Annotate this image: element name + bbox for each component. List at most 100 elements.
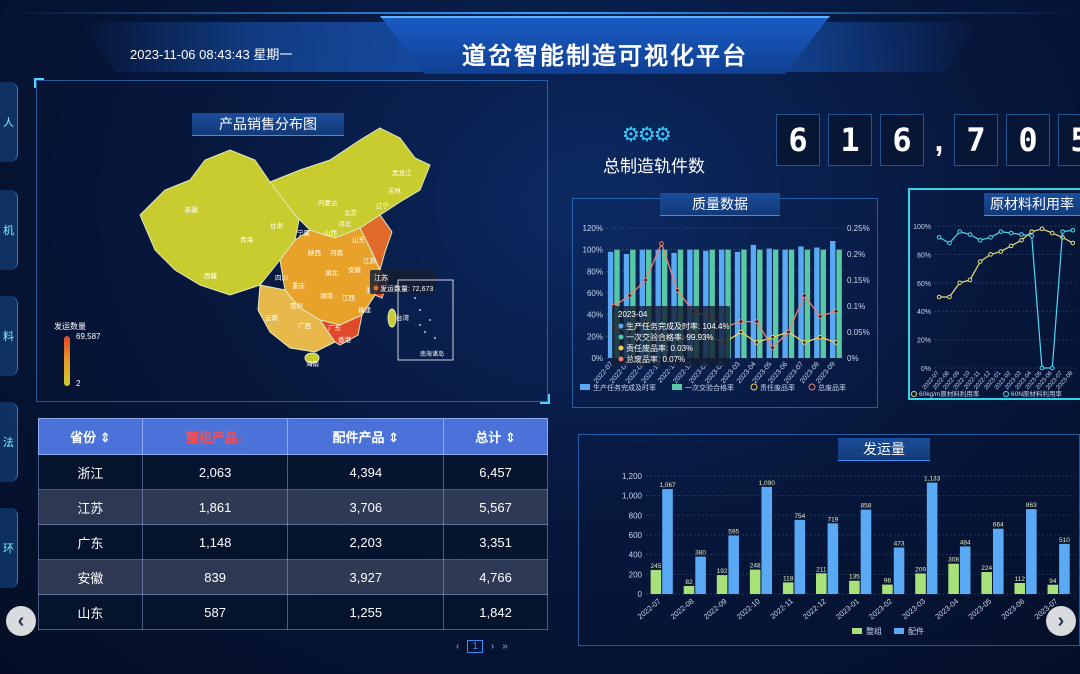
table-row[interactable]: 浙江 2,063 4,394 6,457: [38, 454, 548, 490]
quality-bar: [646, 249, 652, 358]
quality-y-left-tick: 80%: [587, 267, 603, 276]
map-legend-max: 69,587: [76, 332, 101, 341]
table-row[interactable]: 江苏 1,861 3,706 5,567: [38, 489, 548, 525]
quality-point: [833, 340, 839, 345]
quality-point: [770, 345, 775, 350]
cell-parts: 1,255: [287, 594, 445, 630]
quality-tooltip-line: 生产任务完成及时率: 104.4%: [626, 321, 730, 331]
quality-point: [770, 334, 775, 340]
shipment-x-tick: 2023-02: [867, 597, 894, 622]
pager-next-icon[interactable]: ›: [490, 641, 495, 652]
header-title-plate: [380, 16, 830, 74]
map-panel: [36, 80, 548, 402]
pager-current-page[interactable]: 1: [467, 640, 483, 653]
shipment-data-label: 1,133: [924, 476, 941, 483]
quality-y-right-tick: 0.05%: [847, 328, 870, 337]
shipment-bar: [716, 575, 728, 594]
shipment-chart[interactable]: 0 200 400 600 800 1,000 1,200 245 1,067 82 380 192…: [596, 462, 1080, 644]
province-label: 陕西: [308, 248, 322, 257]
cell-province: 山东: [38, 594, 143, 630]
quality-bar: [677, 249, 684, 358]
col-header-complete-sets[interactable]: 整组产品↓: [141, 418, 289, 455]
quality-bar: [734, 251, 741, 358]
side-tab-method[interactable]: 法: [0, 402, 18, 482]
quality-bar: [687, 249, 693, 358]
cell-parts: 3,927: [287, 559, 445, 595]
material-point: [1060, 229, 1065, 234]
shipment-bar: [827, 523, 839, 594]
shipment-data-label: 754: [794, 513, 805, 520]
quality-legend-item: 总废品率: [818, 383, 846, 392]
material-point: [1029, 233, 1035, 239]
prev-page-icon[interactable]: ‹: [6, 606, 36, 636]
shipment-data-label: 96: [884, 578, 892, 585]
shipment-y-tick: 400: [629, 551, 643, 560]
quality-chart[interactable]: 0%20%40%60%80%100%120% 0%0.05%0.1%0.15%0…: [576, 218, 876, 404]
counter-label: 总制造轨件数: [603, 157, 705, 176]
material-legend-item: 60kg/m原材料利用率: [919, 389, 980, 398]
shipment-data-label: 245: [650, 563, 661, 570]
counter-separator: ,: [934, 122, 944, 158]
side-tab-material[interactable]: 料: [0, 296, 18, 376]
quality-y-right-tick: 0.2%: [847, 250, 865, 259]
quality-point: [817, 314, 823, 319]
table-row[interactable]: 广东 1,148 2,203 3,351: [38, 524, 548, 560]
cell-complete-sets: 2,063: [141, 454, 289, 490]
shipment-bar: [992, 528, 1004, 594]
shipment-legend-item: 配件: [908, 626, 924, 636]
shipment-x-labels: 2022-07 2022-08 2022-09 2022-10 2022-11 2022-…: [636, 597, 1060, 622]
quality-bar: [718, 249, 725, 358]
material-chart[interactable]: 0% 20% 40% 60% 80% 100% 2022-072022-082022-09…: [910, 218, 1080, 398]
side-tab-machine[interactable]: 机: [0, 190, 18, 270]
material-point: [1039, 226, 1045, 232]
cell-province: 浙江: [38, 454, 143, 490]
map-legend-title: 发运数量: [54, 322, 86, 331]
shipment-bars: 245 1,067 82 380 192 595 248 1,090 118 754 211 719 1…: [650, 476, 1070, 594]
quality-point: [802, 293, 807, 298]
next-page-icon[interactable]: ›: [1046, 606, 1076, 636]
material-gridlines: [934, 225, 1078, 369]
province-label: 辽宁: [376, 201, 390, 210]
material-point: [1049, 230, 1055, 236]
quality-point: [786, 329, 791, 335]
shipment-data-label: 595: [728, 528, 739, 535]
material-point: [936, 294, 942, 300]
shipment-y-tick: 200: [629, 570, 643, 579]
shipment-x-tick: 2023-03: [900, 597, 927, 622]
side-tab-environment[interactable]: 环: [0, 508, 18, 588]
material-y-tick: 80%: [917, 252, 931, 259]
shipment-legend: 整组 配件: [852, 626, 924, 636]
quality-point: [802, 340, 807, 345]
shipment-bar: [1047, 584, 1059, 594]
quality-point: [817, 334, 823, 340]
quality-y-left-tick: 40%: [587, 311, 603, 320]
col-header-parts[interactable]: 配件产品 ⇕: [287, 418, 445, 455]
material-panel: [908, 188, 1080, 400]
quality-bar: [814, 247, 820, 358]
table-row[interactable]: 山东 587 1,255 1,842: [38, 594, 548, 630]
province-label: 湖南: [320, 291, 334, 300]
pager-last-icon[interactable]: »: [502, 641, 508, 652]
province-label: 北京: [344, 208, 358, 217]
col-header-province[interactable]: 省份 ⇕: [38, 418, 143, 455]
shipment-y-tick: 800: [629, 511, 643, 520]
province-label: 西藏: [204, 271, 218, 280]
side-tab-personnel[interactable]: 人: [0, 82, 18, 162]
table-row[interactable]: 安徽 839 3,927 4,766: [38, 559, 548, 595]
quality-y-left-axis: 0% 20% 40% 60% 80% 100% 120%: [583, 224, 603, 363]
material-legend: 60kg/m原材料利用率 60N原材料利用率: [911, 389, 1062, 398]
material-panel-title: 原材料利用率: [984, 193, 1080, 216]
shipment-bar: [959, 546, 971, 594]
shipment-data-label: 473: [894, 540, 905, 547]
material-point: [1008, 243, 1014, 249]
shipment-bar: [683, 585, 695, 594]
col-header-total[interactable]: 总计 ⇕: [443, 418, 548, 455]
pager-prev-icon[interactable]: ‹: [456, 641, 460, 652]
map-legend-scale[interactable]: [64, 336, 70, 386]
cell-parts: 4,394: [287, 454, 445, 490]
china-sales-map[interactable]: 新疆 西藏 青海 甘肃 内蒙古 黑龙江 吉林 辽宁 北京 河北 山西 宁夏 陕西…: [130, 120, 460, 380]
shipment-data-label: 118: [783, 575, 794, 582]
quality-y-left-tick: 60%: [587, 289, 603, 298]
shipment-bar: [860, 509, 872, 594]
quality-point: [643, 277, 648, 283]
